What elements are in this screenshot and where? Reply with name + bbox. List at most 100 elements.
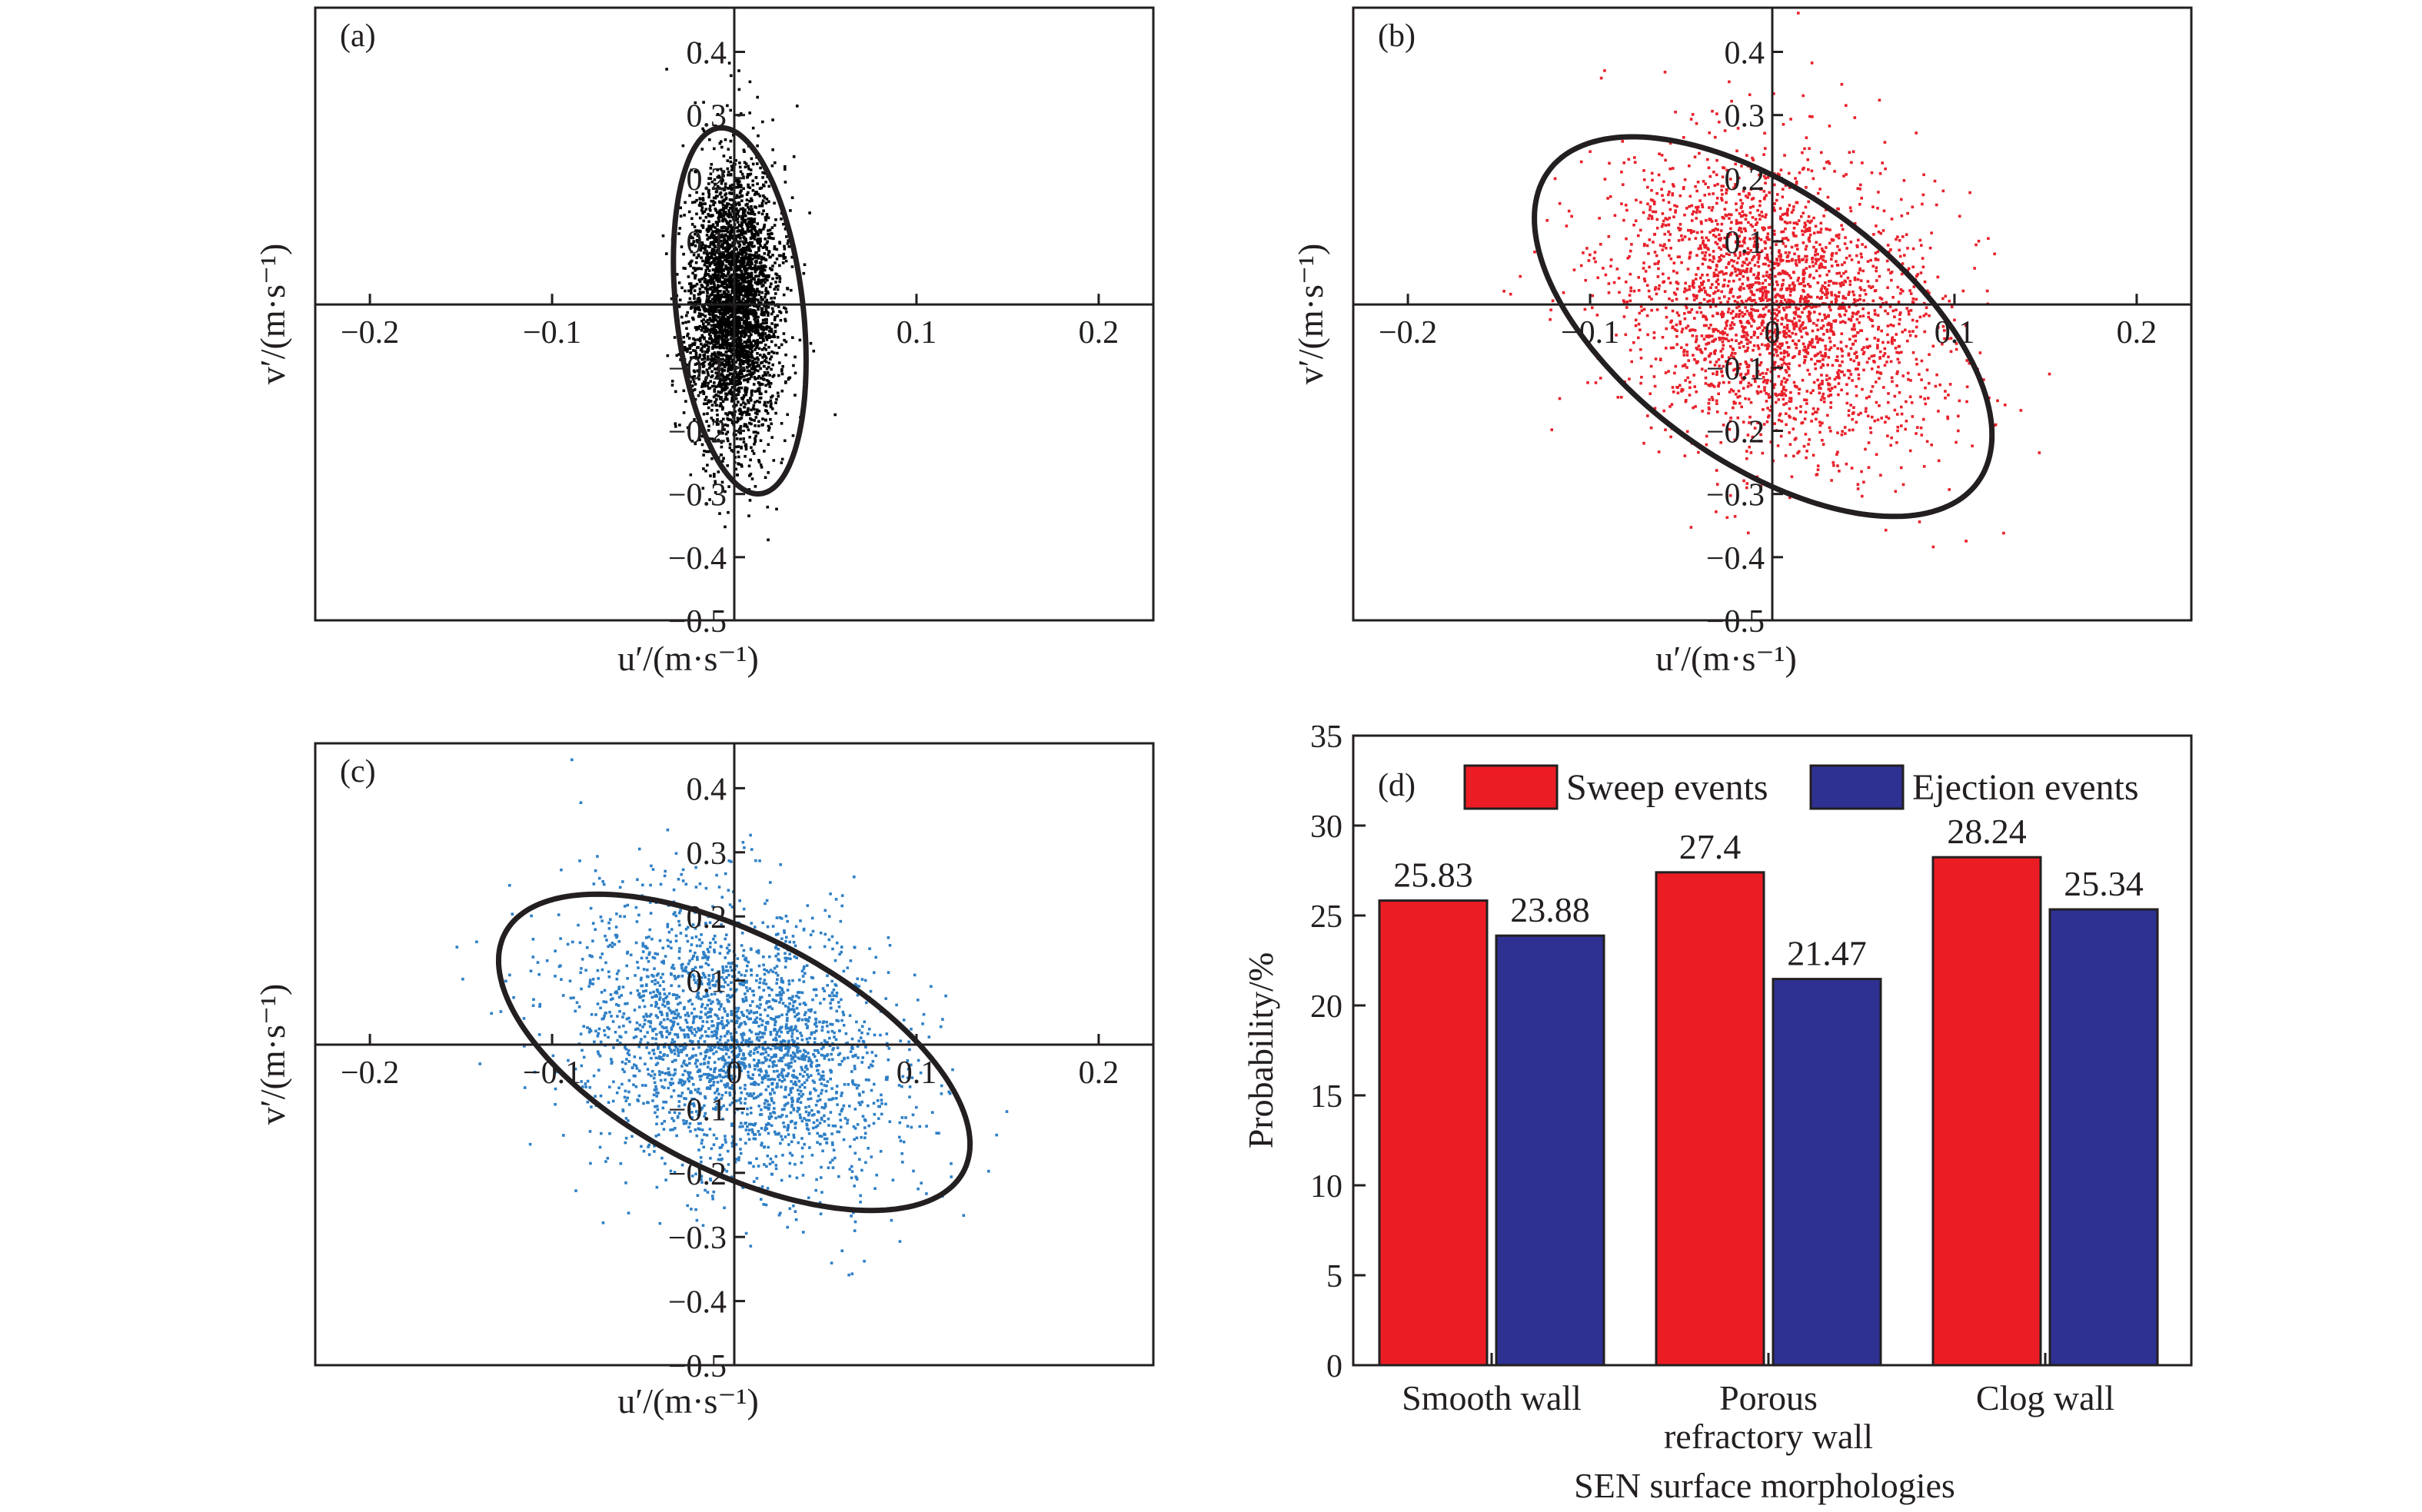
scatter-point [754,330,757,333]
scatter-point [1722,272,1725,276]
scatter-point [757,238,760,241]
scatter-point [702,101,705,104]
scatter-point [1642,267,1645,270]
scatter-point [1731,310,1735,313]
scatter-point [703,450,706,453]
scatter-point [698,216,702,220]
scatter-point [758,228,761,231]
scatter-point [766,290,769,294]
scatter-point [1783,212,1787,216]
scatter-point [1736,236,1740,240]
scatter-point [1591,306,1594,310]
scatter-point [1676,391,1680,394]
scatter-point [1815,259,1818,262]
scatter-point [1839,274,1843,278]
scatter-point [748,299,751,303]
scatter-point [760,377,763,380]
scatter-point [1779,288,1782,291]
scatter-point [1733,352,1737,355]
scatter-point [1657,260,1660,264]
scatter-point [1849,404,1852,407]
scatter-point [772,333,776,336]
scatter-point [754,320,757,324]
scatter-point [738,354,742,357]
scatter-point [747,167,750,171]
scatter-point [750,350,754,354]
scatter-point [1835,453,1838,456]
scatter-point [1893,339,1896,342]
scatter-point [747,191,750,194]
scatter-point [1782,123,1785,126]
scatter-point [713,282,716,285]
scatter-point [708,367,711,370]
scatter-point [1705,324,1708,327]
scatter-point [756,377,760,380]
scatter-point [726,417,729,420]
scatter-point [722,229,726,233]
scatter-point [686,364,689,367]
scatter-point [1799,405,1802,408]
scatter-point [727,225,730,228]
scatter-point [1637,322,1641,326]
scatter-point [716,357,719,361]
scatter-point [1594,381,1598,384]
scatter-point [704,340,708,344]
scatter-point [1712,257,1715,260]
scatter-point [736,383,739,386]
scatter-point [1698,244,1702,248]
scatter-point [1671,309,1675,313]
scatter-point [1792,417,1795,420]
scatter-point [748,260,751,263]
y-tick-label: −0.4 [668,541,727,577]
scatter-point [1824,351,1827,355]
scatter-point [730,298,734,301]
scatter-point [748,225,751,228]
scatter-point [1830,301,1833,304]
scatter-point [726,393,729,396]
scatter-point [684,321,687,324]
scatter-point [1855,420,1858,424]
scatter-point [757,410,761,413]
scatter-point [1686,324,1690,327]
scatter-point [713,147,716,151]
scatter-point [694,338,697,342]
scatter-point [747,413,751,417]
scatter-point [1695,337,1698,341]
scatter-point [704,395,708,399]
scatter-point [737,273,740,277]
scatter-point [1721,311,1724,314]
scatter-point [1806,158,1809,161]
scatter-point [720,262,723,266]
scatter-point [1782,237,1785,241]
scatter-point [783,256,787,259]
scatter-point [783,317,787,321]
scatter-point [1856,483,1860,486]
scatter-point [730,226,734,229]
scatter-point [716,414,719,417]
scatter-point [744,378,747,381]
scatter-point [720,345,724,349]
scatter-point [1849,209,1853,213]
scatter-point [714,276,717,280]
scatter-point [707,191,710,194]
scatter-point [687,320,690,324]
scatter-point [709,262,713,265]
scatter-point [1698,276,1702,280]
scatter-point [714,236,717,239]
scatter-point [1716,278,1719,281]
scatter-point [723,258,727,262]
scatter-point [760,301,763,304]
scatter-point [681,321,684,325]
scatter-point [785,311,788,314]
scatter-point [1617,277,1621,280]
scatter-point [1874,251,1878,254]
scatter-point [693,343,696,346]
scatter-point [744,241,748,244]
scatter-point [1861,348,1864,351]
scatter-point [757,277,760,281]
scatter-point [706,238,709,241]
scatter-point [768,426,771,430]
scatter-point [744,423,748,427]
scatter-point [1884,420,1887,424]
scatter-point [710,375,713,379]
